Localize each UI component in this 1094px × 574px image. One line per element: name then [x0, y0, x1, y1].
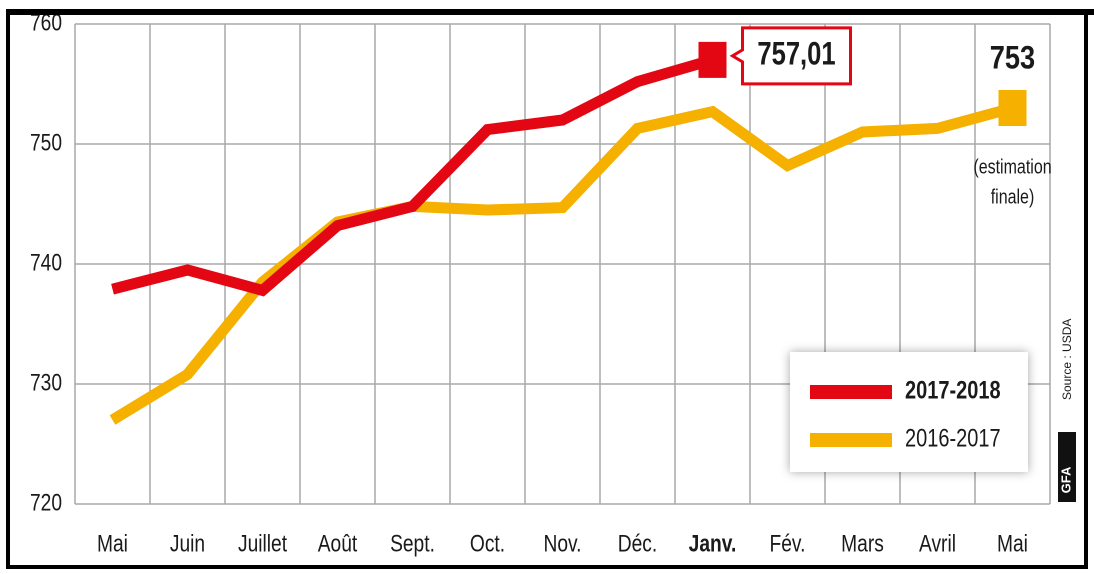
x-tick-label: Oct.	[470, 529, 505, 557]
series-line	[111, 54, 715, 297]
x-tick-label: Août	[318, 529, 357, 557]
y-tick-label: 730	[30, 368, 62, 396]
x-tick-label: Janv.	[689, 529, 737, 557]
legend-swatch	[810, 433, 892, 447]
end-marker	[998, 90, 1027, 126]
y-tick-label: 720	[30, 488, 62, 516]
x-tick-label: Déc.	[618, 529, 657, 557]
legend-box	[790, 352, 1028, 472]
value-label: 753	[990, 40, 1035, 76]
x-tick-label: Juin	[170, 529, 205, 557]
overlay: 753 (estimation finale) 757,01 2017-2018 2016…	[698, 26, 1076, 502]
legend-label: 2016-2017	[905, 425, 1001, 453]
x-tick-label: Mai	[997, 529, 1028, 557]
label-box	[729, 26, 852, 86]
logo-box	[1058, 432, 1076, 502]
x-tick-label: Avril	[919, 529, 956, 557]
x-tick-label: Sept.	[390, 529, 435, 557]
x-tick-label: Juillet	[238, 529, 287, 557]
y-tick-label: 740	[30, 248, 62, 276]
end-marker	[698, 41, 727, 78]
annotation: finale)	[991, 186, 1035, 208]
legend-label: 2017-2018	[905, 377, 1001, 405]
x-tick-label: Fév.	[770, 529, 806, 557]
legend-swatch	[810, 385, 892, 399]
source: Source : USDA	[1060, 319, 1074, 400]
x-tick-label: Mars	[841, 529, 884, 557]
x-tick-label: Nov.	[543, 529, 581, 557]
series-line	[109, 102, 1014, 425]
y-tick-label: 750	[30, 128, 62, 156]
x-tick-label: Mai	[97, 529, 128, 557]
lines	[109, 54, 1014, 425]
value-label: 757,01	[757, 37, 835, 72]
annotation: (estimation	[973, 156, 1051, 178]
logo: GFA	[1058, 466, 1073, 493]
